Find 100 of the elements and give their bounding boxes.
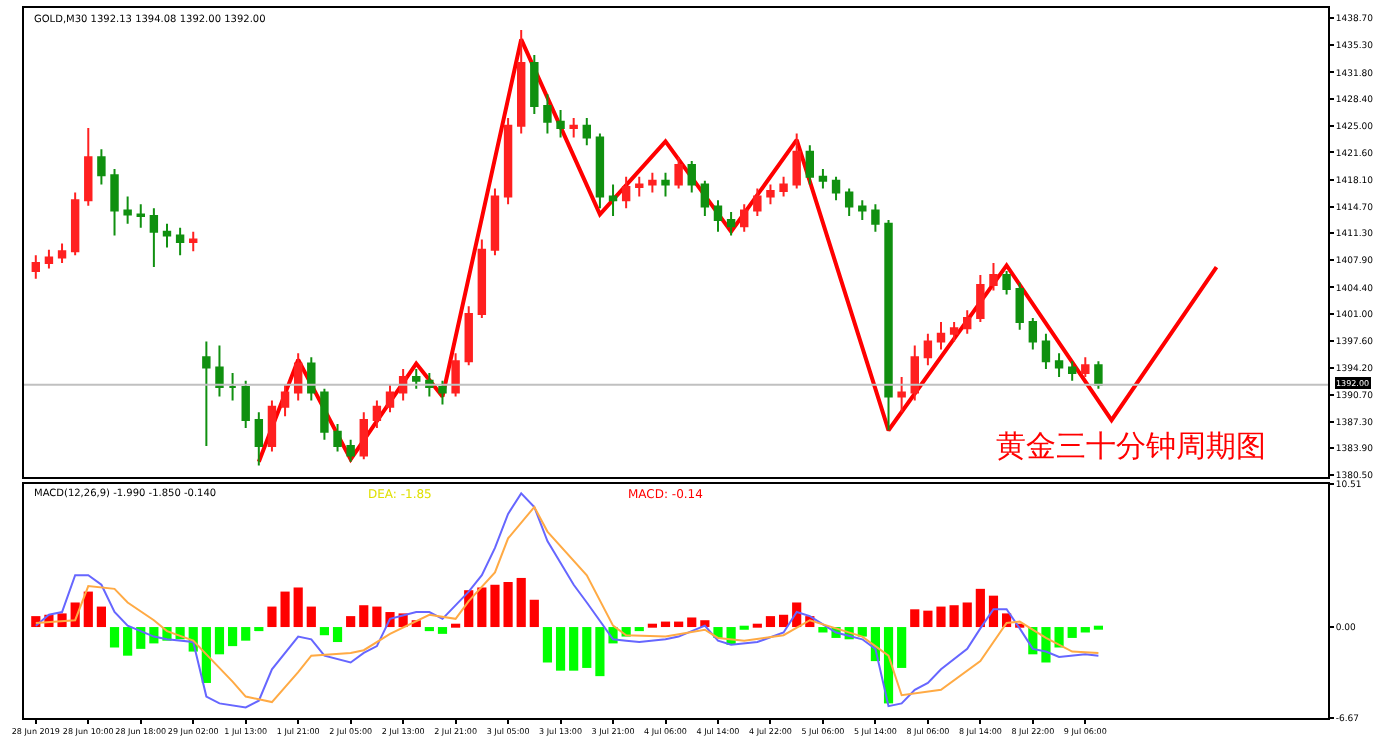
candlestick xyxy=(936,320,946,351)
candlestick xyxy=(372,399,382,429)
candlestick xyxy=(84,127,93,207)
candlestick xyxy=(1081,356,1090,378)
candlestick xyxy=(241,379,250,429)
candlestick xyxy=(989,262,998,292)
candlestick xyxy=(412,368,421,390)
candlestick xyxy=(779,175,788,198)
candlestick xyxy=(569,116,578,139)
bar xyxy=(765,616,776,628)
bar xyxy=(569,627,579,671)
candlestick xyxy=(595,132,605,210)
candlestick xyxy=(464,305,473,367)
candlestick xyxy=(123,195,132,225)
candlestick xyxy=(70,191,80,257)
candlestick xyxy=(963,309,972,335)
bar xyxy=(949,605,959,628)
candlestick xyxy=(674,156,683,190)
candlestick xyxy=(254,411,264,467)
bar xyxy=(293,587,303,628)
candlestick xyxy=(910,344,919,402)
candlestick xyxy=(766,183,775,206)
candlestick xyxy=(451,352,460,398)
candlestick xyxy=(438,379,447,406)
candlestick xyxy=(346,438,355,463)
candlestick xyxy=(490,187,500,257)
candlestick xyxy=(831,175,841,202)
candlestick xyxy=(1015,281,1024,331)
candlestick xyxy=(215,344,224,398)
candlestick xyxy=(189,230,198,253)
bar xyxy=(372,606,382,628)
bar xyxy=(228,627,238,647)
candlestick xyxy=(608,183,618,217)
candlestick xyxy=(307,356,316,402)
candlestick xyxy=(858,199,867,221)
candlestick xyxy=(477,238,487,320)
candlestick xyxy=(753,187,762,217)
bar xyxy=(214,627,225,655)
candlestick xyxy=(661,171,670,198)
bar xyxy=(477,587,487,628)
bar xyxy=(529,599,539,628)
candlestick xyxy=(136,203,145,229)
bar xyxy=(936,606,946,628)
candlestick xyxy=(923,332,933,367)
bar xyxy=(1067,627,1077,638)
bar xyxy=(516,577,526,628)
bar xyxy=(123,627,133,656)
candlestick xyxy=(228,371,237,402)
candlestick xyxy=(1094,360,1103,390)
candlestick xyxy=(1002,269,1011,296)
candlestick xyxy=(1067,360,1077,382)
candlestick xyxy=(687,160,696,194)
candlestick xyxy=(818,167,828,190)
bar xyxy=(582,627,592,668)
bar xyxy=(542,627,553,663)
candlestick xyxy=(556,109,565,139)
candlestick xyxy=(97,148,106,186)
candlestick xyxy=(110,167,119,237)
candlestick xyxy=(398,368,408,402)
candlestick xyxy=(648,171,657,194)
bar xyxy=(975,588,985,628)
bar xyxy=(897,627,907,668)
candlestick xyxy=(44,248,54,270)
candlestick xyxy=(359,411,368,461)
candlestick xyxy=(582,116,591,147)
candlestick xyxy=(385,383,395,414)
candlestick xyxy=(202,340,211,447)
candlestick xyxy=(516,28,526,135)
candlestick xyxy=(31,254,41,280)
bar xyxy=(306,606,316,628)
candlestick xyxy=(726,211,736,237)
bar xyxy=(555,627,566,671)
candlestick xyxy=(713,199,723,233)
candlestick xyxy=(293,352,303,402)
bar xyxy=(778,614,789,628)
candlestick xyxy=(1028,317,1038,351)
candlestick xyxy=(871,203,880,233)
candlestick xyxy=(503,116,513,206)
candlestick xyxy=(280,383,290,418)
candlestick xyxy=(162,222,172,249)
bar xyxy=(687,617,697,628)
bar xyxy=(136,627,146,649)
bar xyxy=(83,591,93,628)
bar xyxy=(923,610,933,628)
candlestick xyxy=(530,54,539,115)
candlestick xyxy=(949,320,959,343)
bar xyxy=(346,616,356,628)
bar xyxy=(437,627,448,634)
candlestick xyxy=(1054,352,1064,378)
annotation: 黄金三十分钟周期图 xyxy=(996,428,1266,464)
bar xyxy=(359,605,369,628)
candlestick xyxy=(635,175,644,198)
candlestick xyxy=(543,93,552,135)
candlestick xyxy=(333,423,342,453)
bar xyxy=(241,627,251,641)
bar xyxy=(962,602,972,628)
candlestick xyxy=(57,242,67,265)
bar xyxy=(1080,627,1090,633)
bar xyxy=(109,627,120,648)
candlestick xyxy=(884,218,893,432)
